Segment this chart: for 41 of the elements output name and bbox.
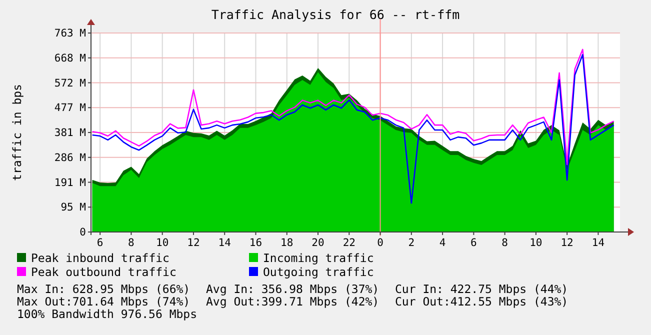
- y-tick-label: 668 M: [54, 52, 86, 64]
- legend-label: Peak inbound traffic: [31, 251, 170, 265]
- x-tick-label: 0: [377, 237, 384, 249]
- y-tick-label: 763 M: [54, 28, 86, 40]
- x-tick-label: 12: [560, 237, 574, 249]
- legend-label: Outgoing traffic: [263, 265, 374, 279]
- x-tick-label: 8: [128, 237, 134, 249]
- text: Avg In: 356.98 Mbps (37%): [206, 282, 380, 296]
- x-tick-label: 6: [96, 237, 104, 249]
- y-tick-label: 572 M: [54, 77, 86, 90]
- y-axis-title: traffic in bps: [10, 84, 24, 181]
- x-tick-label: 6: [470, 237, 477, 249]
- y-tick-label: 95 M: [60, 202, 86, 214]
- x-tick-label: 10: [530, 237, 542, 249]
- x-tick-label: 12: [187, 237, 200, 249]
- line-series: [92, 54, 614, 204]
- x-tick-label: 22: [342, 237, 356, 249]
- x-tick-label: 16: [249, 237, 262, 249]
- y-tick-label: 477 M: [54, 102, 86, 114]
- text: 100% Bandwidth 976.56 Mbps: [17, 307, 198, 321]
- x-tick-label: 18: [280, 237, 294, 249]
- text: Cur Out:412.55 Mbps (43%): [395, 294, 568, 308]
- x-tick-label: 4: [439, 237, 446, 249]
- text: Cur In: 422.75 Mbps (44%): [395, 282, 568, 296]
- x-tick-label: 14: [592, 237, 605, 249]
- text: Max Out:701.64 Mbps (74%): [17, 294, 190, 308]
- legend-label: Peak outbound traffic: [31, 265, 176, 279]
- x-tick-label: 8: [502, 237, 508, 249]
- x-tick-label: 14: [218, 237, 231, 249]
- y-tick-label: 381 M: [54, 127, 86, 139]
- y-tick-label: 0: [80, 226, 86, 238]
- y-tick-label: 286 M: [54, 152, 86, 164]
- y-tick-label: 191 M: [54, 176, 86, 189]
- text: Max In: 628.95 Mbps (66%): [17, 282, 190, 296]
- x-tick-label: 2: [408, 237, 415, 249]
- line-series: [92, 48, 614, 165]
- legend-label: Incoming traffic: [263, 251, 374, 265]
- text: Avg Out:399.71 Mbps (42%): [206, 294, 380, 308]
- x-tick-label: 20: [312, 237, 324, 249]
- x-tick-label: 10: [156, 237, 169, 249]
- chart-title: Traffic Analysis for 66 -- rt-ffm: [211, 7, 460, 22]
